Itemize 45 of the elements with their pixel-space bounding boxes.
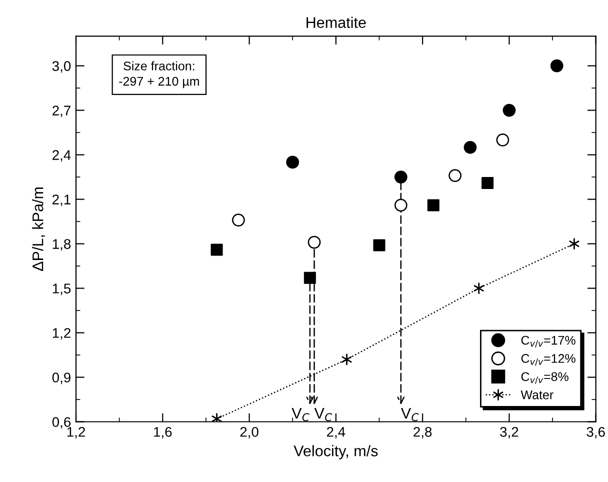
- point: [550, 59, 564, 72]
- point: [448, 169, 462, 182]
- point: [496, 134, 510, 146]
- legend-label: C$_{v/v}$=8%: [521, 372, 568, 384]
- annotation: V$_{C}$: [314, 408, 332, 422]
- point: [394, 198, 408, 212]
- point: [341, 353, 352, 366]
- point: [286, 156, 300, 169]
- annotation: Size fraction: -297 + 210 µm: [119, 61, 199, 88]
- x-tick-label: 3,6: [586, 426, 605, 438]
- y-tick-label: 1,2: [52, 328, 70, 340]
- legend-label: C$_{v/v}$=17%: [521, 336, 576, 348]
- annotation: V$_{C}$: [400, 408, 419, 422]
- point: [464, 140, 477, 154]
- x-tick-label: 1,2: [67, 426, 85, 438]
- x-tick-label: 2,0: [240, 426, 258, 438]
- point: [308, 236, 321, 249]
- point: [373, 239, 386, 252]
- x-tick-label: 1,6: [154, 426, 172, 438]
- legend-label: C$_{v/v}$=12%: [521, 354, 576, 366]
- y-axis-title: ΔP/L, kPa/m: [32, 187, 46, 271]
- point: [482, 176, 494, 189]
- point: [568, 238, 580, 250]
- x-tick-label: 2,8: [414, 426, 432, 438]
- annotation: V$_{C}$: [292, 408, 310, 422]
- y-tick-label: 0,9: [52, 372, 70, 384]
- x-tick-label: 3,2: [500, 426, 518, 438]
- point: [427, 199, 440, 212]
- y-tick-label: 2,4: [52, 150, 71, 162]
- point: [232, 214, 245, 226]
- chart-title: Hematite: [306, 16, 366, 28]
- y-tick-label: 2,1: [52, 194, 70, 206]
- x-tick-label: 2,4: [326, 426, 346, 438]
- point: [473, 282, 484, 295]
- y-tick-label: 1,8: [52, 239, 71, 251]
- point: [210, 244, 223, 256]
- x-axis-title: Velocity, m/s: [294, 445, 378, 460]
- y-tick-label: 2,7: [52, 106, 70, 118]
- y-tick-label: 1,5: [52, 284, 71, 296]
- y-tick-label: 3,0: [52, 61, 71, 73]
- point: [304, 272, 316, 284]
- legend-label: Water: [520, 390, 554, 400]
- y-tick-label: 0,6: [52, 417, 71, 429]
- point: [502, 104, 516, 117]
- point: [394, 170, 408, 184]
